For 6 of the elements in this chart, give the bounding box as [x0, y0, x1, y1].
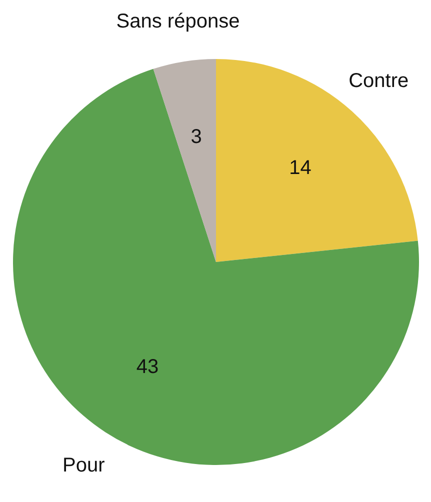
slice-label: Sans réponse [116, 10, 240, 33]
slice-label: Pour [62, 454, 106, 476]
data-label: 3 [190, 126, 202, 148]
data-label: 43 [136, 356, 159, 378]
data-label: 14 [289, 156, 312, 179]
slice-label: Contre [348, 70, 409, 92]
